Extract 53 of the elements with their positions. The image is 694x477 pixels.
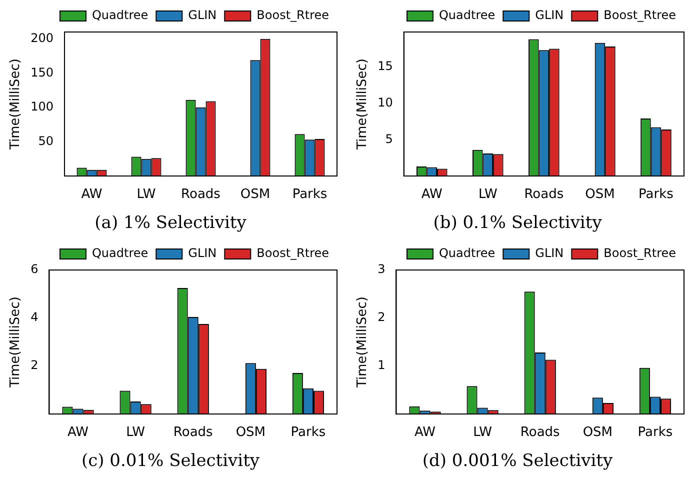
text: (c) 0.01% Selectivity [81,451,260,472]
y-axis-title: Time(MilliSec) [355,58,370,151]
text: (a) 1% Selectivity [94,213,247,234]
legend-label: Quadtree [438,8,496,22]
legend-label: Boost_Rtree [256,8,330,22]
x-tick-label: Parks [638,187,674,202]
y-tick-label: 100 [30,100,54,114]
y-tick-label: 200 [30,30,54,45]
legend-label: GLIN [188,8,217,22]
y-tick-label: 2 [30,358,38,372]
legend-label: Boost_Rtree [604,8,676,22]
y-tick-label: 5 [385,132,393,146]
y-tick-label: 1 [378,358,386,372]
legend-label: Quadtree [92,246,148,260]
x-tick-label: Parks [638,425,673,440]
x-tick-label: OSM [240,187,270,202]
y-tick-label: 10 [378,95,393,110]
y-tick-label: 3 [378,262,386,276]
y-axis-title: Time(MilliSec) [8,296,24,389]
legend-label: Boost_Rtree [256,246,330,260]
x-tick-label: LW [473,425,492,440]
y-axis-title: Time(MilliSec) [355,296,370,389]
x-tick-label: Parks [290,425,326,440]
y-tick-label: 15 [378,59,393,74]
x-tick-label: LW [126,425,146,440]
legend-label: Boost_Rtree [604,246,676,260]
y-tick-label: 6 [30,262,38,276]
legend-label: Quadtree [438,246,496,260]
x-tick-label: Roads [173,425,214,440]
y-tick-label: 4 [30,310,38,324]
x-tick-label: Roads [181,187,221,202]
x-tick-label: OSM [236,425,266,440]
x-tick-label: Roads [520,425,560,440]
legend-label: GLIN [188,246,217,260]
x-tick-label: AW [81,187,102,202]
x-tick-label: LW [478,187,498,202]
x-tick-label: Roads [524,187,564,202]
text: (b) 0.1% Selectivity [433,213,602,234]
y-axis-title: Time(MilliSec) [8,58,24,151]
text: (d) 0.001% Selectivity [422,451,614,472]
x-tick-label: AW [414,425,436,440]
y-tick-label: 50 [38,134,54,148]
x-tick-label: Parks [292,187,328,202]
legend-label: Quadtree [92,8,148,22]
x-tick-label: OSM [585,187,615,202]
legend-label: GLIN [535,8,564,22]
y-tick-label: 2 [378,310,386,324]
x-tick-label: AW [67,425,89,440]
y-tick-label: 150 [30,65,54,80]
legend-label: GLIN [535,246,564,260]
x-tick-label: AW [421,187,443,202]
x-tick-label: LW [136,187,156,202]
x-tick-label: OSM [582,425,613,440]
